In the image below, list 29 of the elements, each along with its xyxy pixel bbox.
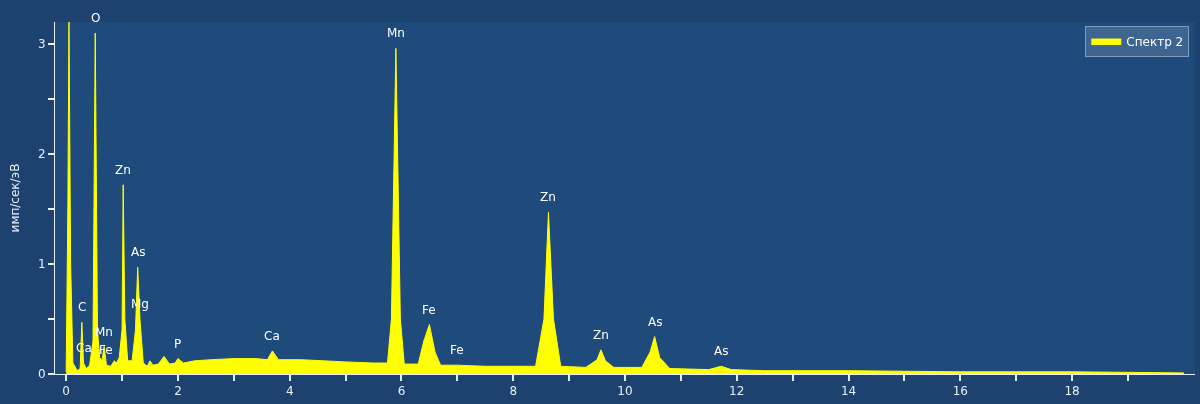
y-axis-title: имп/сек/эВ (8, 163, 23, 233)
y-tick-label: 0 (37, 367, 46, 382)
x-tick-label: 16 (952, 384, 968, 399)
x-tick-label: 10 (617, 384, 633, 399)
annotation: Zn (115, 163, 131, 177)
annotation: Zn (593, 328, 609, 342)
annotation: O (91, 11, 101, 25)
x-tick-label: 18 (1064, 384, 1080, 399)
x-tick-label: 4 (285, 384, 294, 399)
annotation: C (78, 300, 87, 314)
x-tick-label: 0 (62, 384, 70, 399)
y-tick-label: 3 (37, 37, 46, 52)
annotation: Mn (387, 26, 405, 40)
annotation: Fe (450, 343, 464, 357)
y-tick-label: 1 (37, 257, 46, 272)
legend-label: Спектр 2 (1126, 34, 1184, 49)
annotation: Ca (264, 329, 280, 343)
y-tick-label: 2 (37, 147, 46, 162)
annotation: As (714, 344, 729, 358)
x-tick-label: 12 (729, 384, 745, 399)
x-tick-label: 8 (509, 384, 518, 399)
annotation: As (648, 315, 663, 329)
x-tick-label: 14 (840, 384, 857, 399)
annotation: P (174, 337, 182, 351)
annotation: Zn (540, 190, 556, 204)
x-tick-label: 6 (397, 384, 406, 399)
x-tick-label: 2 (174, 384, 182, 399)
annotation: As (131, 245, 146, 259)
annotation: Fe (422, 303, 436, 317)
